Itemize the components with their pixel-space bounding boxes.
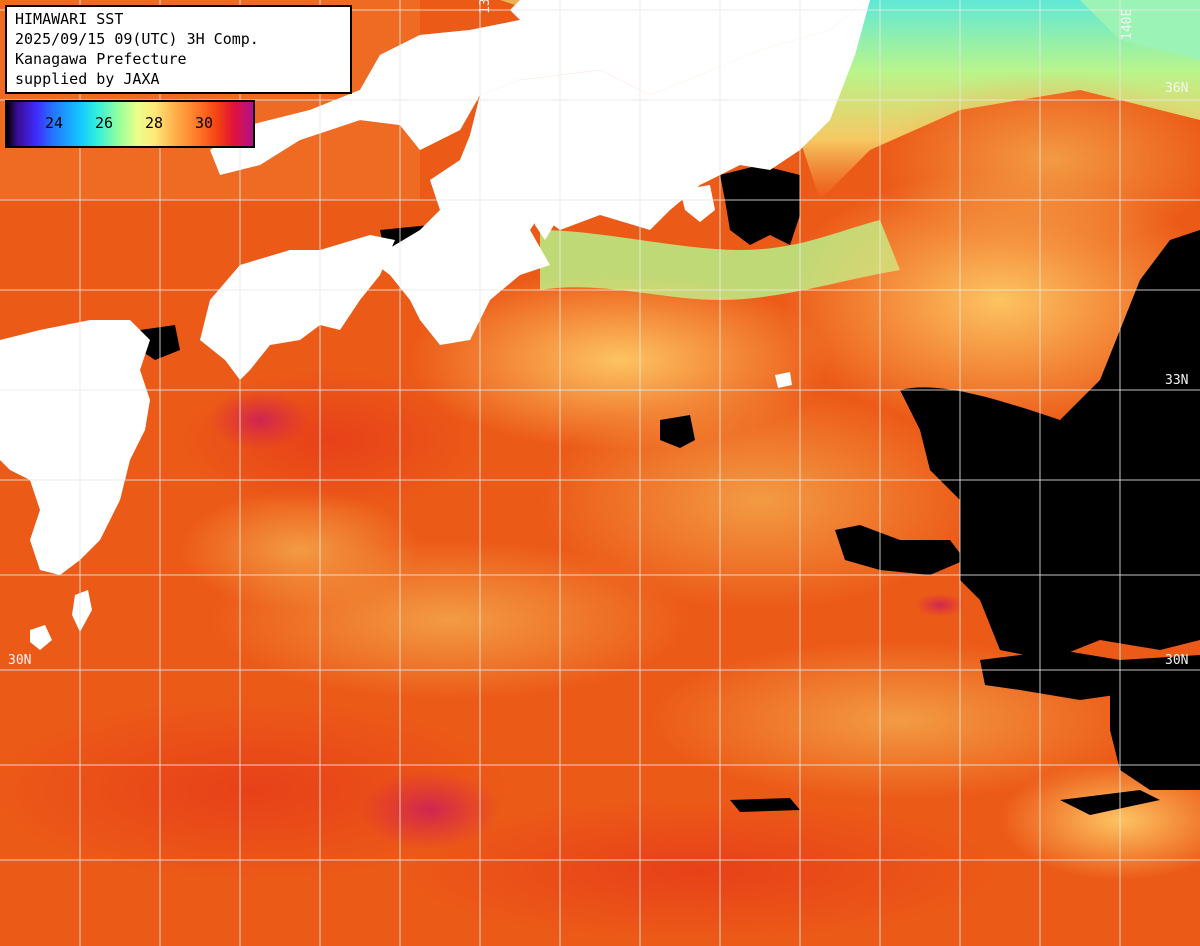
sea-hot-spot-3: [915, 593, 965, 617]
no-data-small-1: [660, 415, 695, 448]
sea-hot-spot-2: [210, 390, 310, 450]
lon-label-138e: 138E: [478, 0, 493, 14]
land-island-4: [5, 418, 22, 445]
sea-warm-swirl-7: [1000, 760, 1200, 880]
title-line-1: HIMAWARI SST: [15, 10, 124, 28]
land-honshu-west: [210, 20, 520, 150]
land-island-2: [72, 590, 92, 632]
color-scale-legend: 24 26 28 30: [5, 100, 255, 148]
no-data-east-5: [1060, 790, 1160, 815]
lon-label-140e: 140E: [1120, 8, 1135, 40]
colorbar-tick-30: 30: [195, 114, 214, 132]
lat-label-30n-left: 30N: [8, 653, 32, 668]
lat-label-33n: 33N: [1165, 373, 1189, 388]
land-island-5: [775, 372, 792, 388]
sea-hot-spot-1: [360, 770, 500, 850]
no-data-east-1: [900, 230, 1200, 660]
title-line-4: supplied by JAXA: [15, 70, 160, 88]
title-line-2: 2025/09/15 09(UTC) 3H Comp.: [15, 30, 259, 48]
land-boso: [680, 185, 715, 222]
land-island-6: [560, 5, 590, 20]
sea-north-cold-east: [1080, 0, 1200, 60]
land-island-1: [30, 625, 52, 650]
no-data-small-2: [730, 798, 800, 812]
land-kyushu: [0, 320, 150, 575]
sea-red-zone-3: [400, 800, 1000, 940]
land-island-3: [5, 375, 25, 410]
title-line-3: Kanagawa Prefecture: [15, 50, 187, 68]
land-honshu-central: [370, 0, 870, 345]
no-data-east-2: [835, 525, 965, 575]
no-data-kanto: [720, 165, 800, 245]
lat-label-36n: 36N: [1165, 81, 1189, 96]
lat-label-30n-right: 30N: [1165, 653, 1189, 668]
land-izu: [530, 195, 560, 240]
colorbar-tick-28: 28: [145, 114, 164, 132]
title-box: HIMAWARI SST 2025/09/15 09(UTC) 3H Comp.…: [5, 5, 352, 94]
land-peninsula: [472, 150, 498, 190]
land-shikoku: [200, 235, 395, 380]
colorbar-tick-26: 26: [95, 114, 114, 132]
no-data-east-4: [1110, 680, 1200, 790]
colorbar-tick-24: 24: [45, 114, 64, 132]
